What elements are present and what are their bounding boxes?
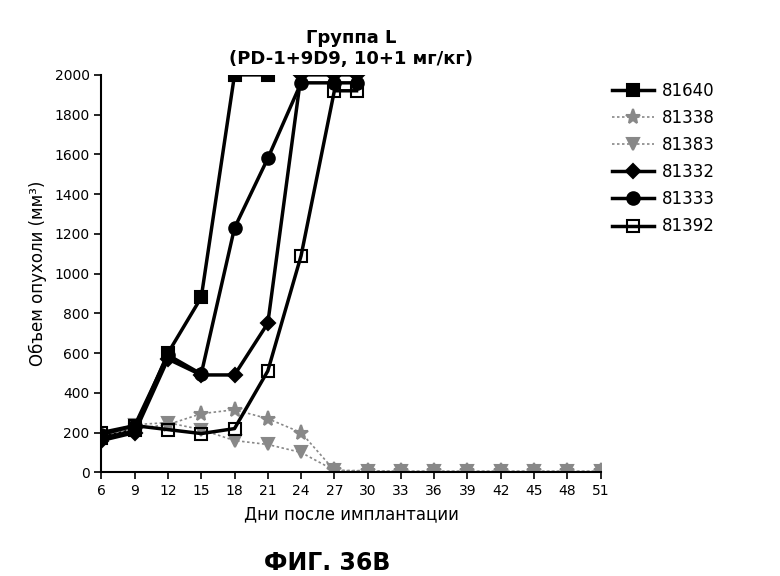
81383 (163, 419, 172, 426)
81383 (263, 441, 272, 448)
81640 (163, 350, 172, 357)
81338 (197, 410, 206, 417)
81338 (296, 429, 306, 436)
81338 (230, 406, 239, 413)
81640 (130, 426, 140, 433)
81333 (296, 79, 306, 86)
Y-axis label: Объем опухоли (мм³): Объем опухоли (мм³) (29, 181, 48, 366)
81383 (463, 468, 472, 475)
81383 (363, 468, 372, 475)
81333 (263, 155, 272, 162)
81338 (396, 468, 406, 475)
81383 (396, 468, 406, 475)
81640 (230, 71, 239, 78)
81383 (496, 468, 505, 475)
81333 (97, 431, 106, 438)
81383 (596, 468, 605, 475)
81392 (263, 367, 272, 374)
81333 (197, 370, 206, 377)
81383 (330, 467, 339, 474)
81392 (130, 422, 140, 429)
Line: 81338: 81338 (94, 402, 608, 479)
X-axis label: Дни после имплантации: Дни после имплантации (243, 505, 459, 523)
81383 (130, 421, 140, 428)
81338 (530, 468, 539, 475)
81332 (263, 320, 272, 327)
81392 (352, 88, 361, 94)
Line: 81640: 81640 (96, 69, 273, 444)
81338 (163, 421, 172, 428)
Legend: 81640, 81338, 81383, 81332, 81333, 81392: 81640, 81338, 81383, 81332, 81333, 81392 (605, 75, 722, 242)
81383 (230, 437, 239, 444)
81338 (463, 468, 472, 475)
81383 (197, 426, 206, 433)
81392 (296, 252, 306, 259)
81383 (562, 468, 572, 475)
81338 (97, 432, 106, 439)
Text: ФИГ. 36В: ФИГ. 36В (264, 551, 391, 575)
81332 (230, 372, 239, 378)
81332 (330, 71, 339, 78)
81338 (596, 468, 605, 475)
Line: 81332: 81332 (97, 70, 361, 445)
81333 (163, 351, 172, 358)
81640 (97, 434, 106, 441)
81392 (197, 430, 206, 437)
81338 (130, 425, 140, 432)
81338 (263, 415, 272, 422)
81383 (530, 468, 539, 475)
81392 (97, 429, 106, 436)
81383 (97, 432, 106, 439)
81338 (496, 468, 505, 475)
Line: 81392: 81392 (96, 85, 362, 439)
81338 (330, 467, 339, 474)
81332 (130, 429, 140, 436)
Title: Группа L
(PD-1+9D9, 10+1 мг/кг): Группа L (PD-1+9D9, 10+1 мг/кг) (229, 29, 473, 68)
81383 (296, 449, 306, 456)
81383 (430, 468, 439, 475)
81333 (230, 225, 239, 232)
81332 (352, 71, 361, 78)
Line: 81333: 81333 (95, 77, 363, 441)
81332 (296, 71, 306, 78)
Line: 81383: 81383 (96, 417, 606, 477)
81338 (430, 468, 439, 475)
81332 (163, 355, 172, 362)
81392 (330, 88, 339, 94)
81333 (330, 79, 339, 86)
81332 (97, 437, 106, 444)
81338 (562, 468, 572, 475)
81640 (263, 71, 272, 78)
81392 (230, 425, 239, 432)
81332 (197, 372, 206, 378)
81333 (130, 422, 140, 429)
81338 (363, 467, 372, 474)
81640 (197, 294, 206, 301)
81333 (352, 79, 361, 86)
81392 (163, 426, 172, 433)
